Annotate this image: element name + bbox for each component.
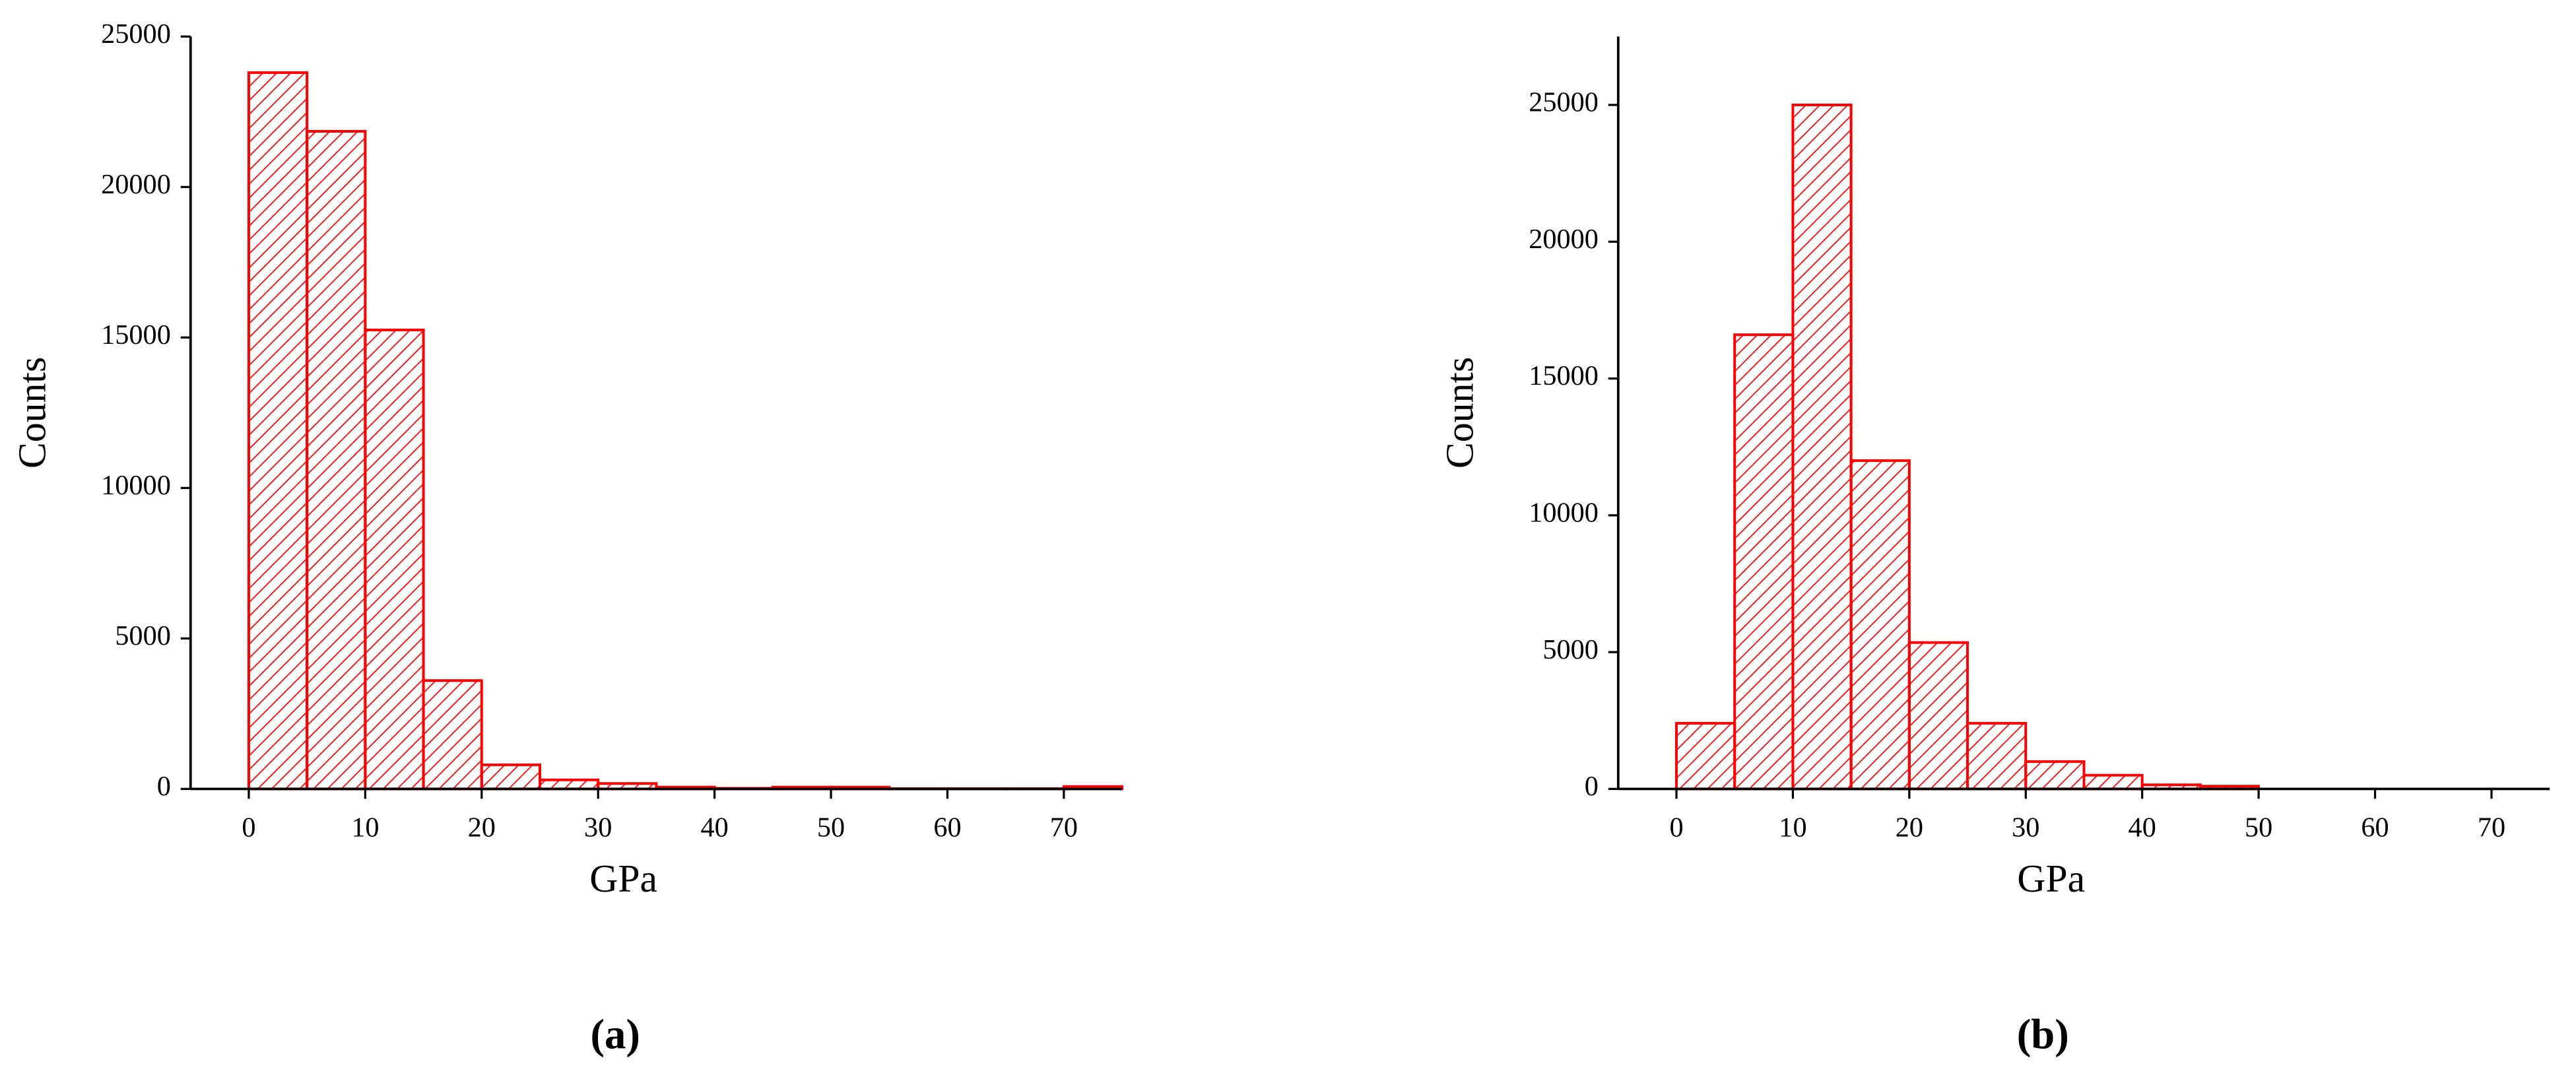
x-tick-label: 60 — [933, 812, 961, 843]
x-tick-label: 10 — [351, 812, 379, 843]
bar — [480, 763, 541, 791]
y-tick-label: 0 — [1585, 771, 1599, 802]
x-tick-label: 50 — [817, 812, 845, 843]
bar — [1791, 103, 1853, 791]
x-tick-label: 70 — [1050, 812, 1078, 843]
x-tick-label: 40 — [2129, 812, 2156, 843]
bar — [364, 328, 425, 791]
y-tick-label: 5000 — [115, 620, 171, 651]
y-tick-label: 15000 — [101, 319, 171, 350]
y-tick-label: 20000 — [101, 169, 171, 200]
x-tick-label: 40 — [700, 812, 728, 843]
x-tick-label: 70 — [2478, 812, 2505, 843]
x-tick-label: 0 — [242, 812, 255, 843]
x-tick-label: 20 — [468, 812, 496, 843]
bar — [1907, 641, 1969, 791]
x-tick-label: 30 — [584, 812, 612, 843]
x-axis-label: GPa — [589, 857, 657, 900]
y-tick-label: 10000 — [101, 470, 171, 501]
bar — [2082, 773, 2144, 791]
x-tick-label: 50 — [2245, 812, 2272, 843]
y-tick-label: 20000 — [1529, 224, 1599, 255]
bar — [306, 129, 367, 791]
y-tick-label: 0 — [157, 771, 171, 802]
bar — [1849, 459, 1911, 791]
x-tick-label: 0 — [1669, 812, 1683, 843]
bar — [2024, 760, 2086, 791]
bar — [1733, 333, 1795, 791]
y-axis-label: Counts — [10, 357, 53, 469]
y-axis-label: Counts — [1438, 357, 1482, 469]
bar — [247, 71, 309, 791]
x-axis-label: GPa — [2017, 857, 2085, 900]
bar — [1966, 721, 2028, 791]
y-tick-label: 5000 — [1542, 634, 1599, 665]
caption: (a) — [590, 1010, 640, 1058]
y-tick-label: 15000 — [1529, 360, 1599, 391]
x-tick-label: 20 — [1896, 812, 1923, 843]
x-tick-label: 30 — [2012, 812, 2039, 843]
x-tick-label: 10 — [1779, 812, 1806, 843]
x-tick-label: 60 — [2361, 812, 2389, 843]
bar — [422, 679, 483, 791]
bar — [1675, 721, 1736, 791]
bar — [539, 778, 600, 791]
y-tick-label: 25000 — [1529, 87, 1599, 118]
y-tick-label: 25000 — [101, 18, 171, 49]
caption: (b) — [2017, 1010, 2069, 1058]
y-tick-label: 10000 — [1529, 498, 1599, 529]
